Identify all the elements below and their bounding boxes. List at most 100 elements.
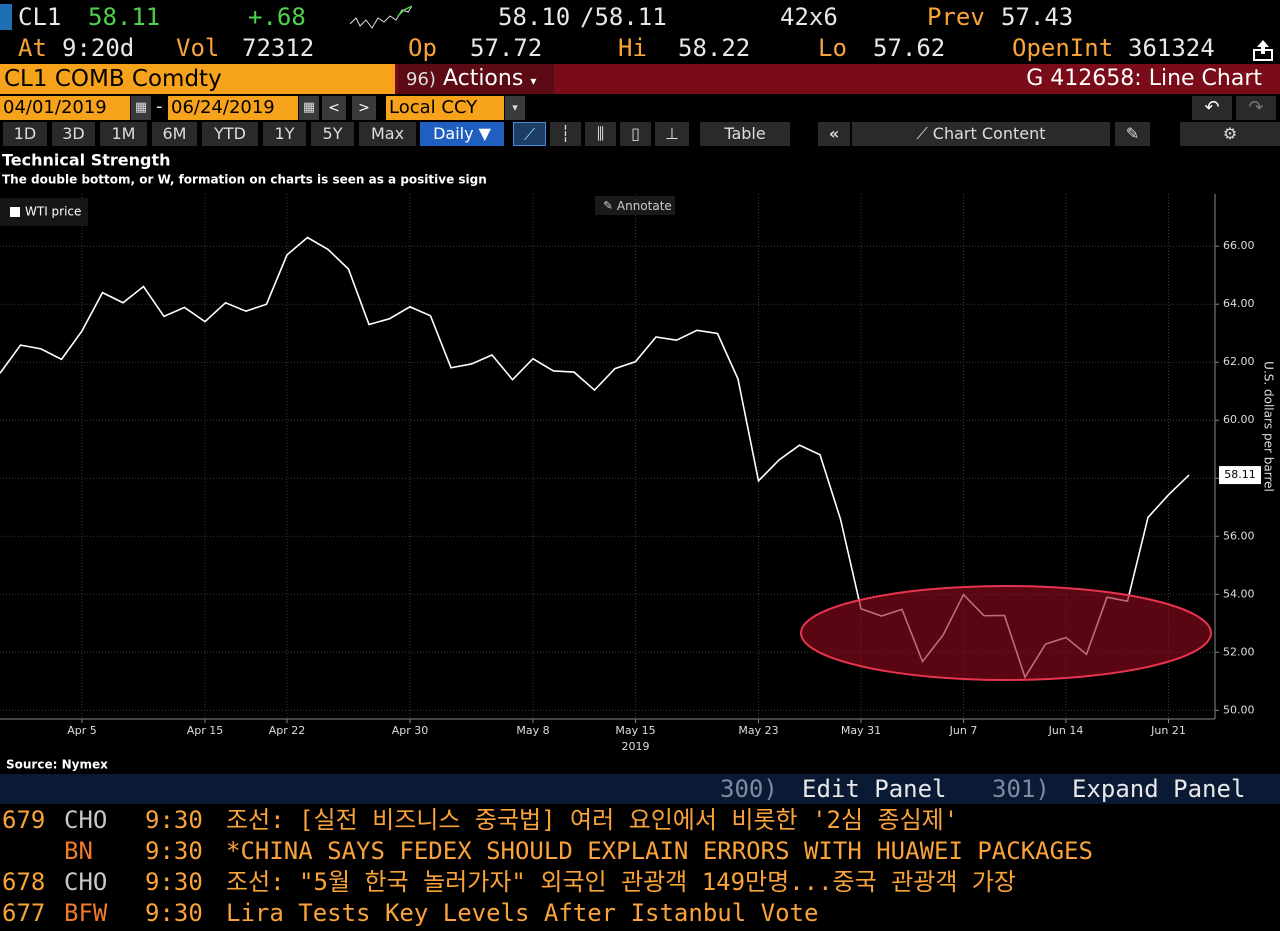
calendar[interactable]: ▦ bbox=[299, 96, 319, 120]
news-source: CHO bbox=[64, 806, 108, 834]
axis-labels: 50.0052.0054.0056.0058.0060.0062.0064.00… bbox=[0, 194, 1276, 753]
y-tick-label: 56.00 bbox=[1223, 529, 1255, 542]
period-button[interactable]: 1D bbox=[3, 122, 47, 146]
news-id: 679 bbox=[2, 806, 46, 834]
blue-marker bbox=[0, 4, 12, 30]
news-row[interactable]: 678 CHO 9:30 조선: "5월 한국 놀러가자" 외국인 관광객 149만명… bbox=[0, 867, 1280, 898]
y-tick-label: 66.00 bbox=[1223, 239, 1255, 252]
line-icon[interactable]: ⟋ bbox=[513, 122, 546, 146]
period-button[interactable]: 6M bbox=[152, 122, 197, 146]
export-icon[interactable] bbox=[1252, 38, 1274, 62]
actions-code: 96) bbox=[406, 69, 436, 90]
frequency[interactable]: Daily ▼ bbox=[420, 122, 504, 146]
x-tick-label: Apr 5 bbox=[67, 724, 97, 737]
news-source: BN bbox=[64, 837, 93, 865]
y-tick-label: 64.00 bbox=[1223, 297, 1255, 310]
last: 58.11 bbox=[88, 3, 161, 31]
date-bar: 04/01/2019 ▦ - 06/24/2019 ▦ < > Local CC… bbox=[0, 96, 1280, 120]
date-sep: - bbox=[156, 96, 163, 117]
period-button[interactable]: 1Y bbox=[263, 122, 306, 146]
news-time: 9:30 bbox=[145, 837, 203, 865]
ask: /58.11 bbox=[580, 3, 667, 31]
y-tick-label: 60.00 bbox=[1223, 413, 1255, 426]
ohlc-icon[interactable]: ⫼ bbox=[585, 122, 616, 146]
currency-dropdown[interactable]: ▾ bbox=[505, 96, 525, 120]
x-tick-label: Apr 15 bbox=[187, 724, 224, 737]
end-date[interactable]: 06/24/2019 bbox=[168, 96, 298, 120]
news-row[interactable]: 679 CHO 9:30 조선: [실전 비즈니스 중국법] 여러 요인에서 비롯한 … bbox=[0, 805, 1280, 836]
panel-bar: 300) Edit Panel 301) Expand Panel bbox=[0, 774, 1280, 804]
expand-panel[interactable]: Expand Panel bbox=[1072, 775, 1246, 803]
annotate-label: ✎ Annotate bbox=[603, 199, 672, 213]
start-date[interactable]: 04/01/2019 bbox=[0, 96, 130, 120]
change: +.68 bbox=[248, 3, 306, 31]
settings[interactable]: ⚙ bbox=[1180, 122, 1280, 146]
bid: 58.10 bbox=[498, 3, 571, 31]
source: Source: Nymex bbox=[6, 758, 108, 772]
edit-icon[interactable]: ✎ bbox=[1115, 122, 1150, 146]
y-axis-label: U.S. dollars per barrel bbox=[1262, 361, 1276, 492]
candle-icon[interactable]: ▯ bbox=[620, 122, 651, 146]
chart-content[interactable]: ⟋ Chart Content bbox=[852, 122, 1110, 146]
annotate-button[interactable] bbox=[595, 196, 675, 215]
table-button[interactable]: Table bbox=[700, 122, 790, 146]
time: 9:20d bbox=[62, 34, 135, 62]
last-value-box bbox=[1219, 466, 1261, 485]
period-button[interactable]: 5Y bbox=[311, 122, 354, 146]
currency[interactable]: Local CCY bbox=[386, 96, 504, 120]
x-tick-label: Apr 30 bbox=[392, 724, 429, 737]
vol: 72312 bbox=[242, 34, 315, 62]
grid bbox=[0, 194, 1215, 719]
prev-button[interactable]: < bbox=[322, 96, 346, 120]
x-axis-year: 2019 bbox=[622, 740, 650, 753]
security-bar: CL1 COMB Comdty 96) Actions ▾ G 412658: … bbox=[0, 64, 1280, 94]
actions-button[interactable]: 96) Actions ▾ bbox=[398, 64, 554, 94]
period-button[interactable]: 3D bbox=[52, 122, 95, 146]
x-tick-label: May 8 bbox=[516, 724, 549, 737]
undo[interactable]: ↶ bbox=[1192, 96, 1232, 120]
news-id: 677 bbox=[2, 899, 46, 927]
news-row[interactable]: BN 9:30 *CHINA SAYS FEDEX SHOULD EXPLAIN E… bbox=[0, 836, 1280, 867]
function-title: G 412658: Line Chart bbox=[1026, 66, 1262, 91]
y-tick-label: 62.00 bbox=[1223, 355, 1255, 368]
toolbar: Daily ▼ ⟋ ┆ ⫼ ▯ ⊥ Table « ⟋ Chart Conten… bbox=[0, 0, 1280, 148]
low-label: Lo bbox=[818, 34, 847, 62]
chart: Technical Strength The double bottom, or… bbox=[0, 151, 1276, 772]
chart-content-label: Chart Content bbox=[932, 124, 1046, 143]
edit-code: 300) bbox=[720, 775, 778, 803]
low: 57.62 bbox=[873, 34, 946, 62]
news-row[interactable]: 677 BFW 9:30 Lira Tests Key Levels After Is… bbox=[0, 898, 1280, 929]
x-tick-label: Apr 22 bbox=[269, 724, 306, 737]
x-tick-label: May 23 bbox=[738, 724, 778, 737]
edit-panel[interactable]: Edit Panel bbox=[802, 775, 947, 803]
last-value-label: 58.11 bbox=[1224, 468, 1256, 481]
bar-icon[interactable]: ┆ bbox=[550, 122, 581, 146]
period-button[interactable]: Max bbox=[359, 122, 416, 146]
y-tick-label: 52.00 bbox=[1223, 645, 1255, 658]
open-label: Op bbox=[408, 34, 437, 62]
sparkline bbox=[350, 5, 412, 29]
calendar[interactable]: ▦ bbox=[131, 96, 151, 120]
high: 58.22 bbox=[678, 34, 751, 62]
security[interactable]: CL1 COMB Comdty bbox=[0, 64, 395, 94]
next-button[interactable]: > bbox=[352, 96, 376, 120]
x-tick-label: Jun 14 bbox=[1048, 724, 1084, 737]
legend-label[interactable]: WTI price bbox=[25, 205, 81, 219]
news-headline: 조선: [실전 비즈니스 중국법] 여러 요인에서 비롯한 '2심 종심제' bbox=[226, 806, 959, 834]
chart-subtitle: The double bottom, or W, formation on ch… bbox=[2, 173, 487, 187]
highlight-ellipse bbox=[800, 585, 1212, 681]
oi: 361324 bbox=[1128, 34, 1215, 62]
collapse[interactable]: « bbox=[818, 122, 850, 146]
legend-swatch bbox=[10, 207, 20, 217]
quote-bar: CL1 58.11 +.68 58.10 /58.11 42x6 Prev 57… bbox=[0, 0, 1280, 64]
news-source: CHO bbox=[64, 868, 108, 896]
open: 57.72 bbox=[470, 34, 543, 62]
period-button[interactable]: 1M bbox=[100, 122, 147, 146]
prev: 57.43 bbox=[1001, 3, 1074, 31]
prev-label: Prev bbox=[927, 3, 985, 31]
hlc-icon[interactable]: ⊥ bbox=[655, 122, 689, 146]
period-button[interactable]: YTD bbox=[202, 122, 258, 146]
redo[interactable]: ↷ bbox=[1236, 96, 1276, 120]
news-time: 9:30 bbox=[145, 806, 203, 834]
oi-label: OpenInt bbox=[1012, 34, 1114, 62]
